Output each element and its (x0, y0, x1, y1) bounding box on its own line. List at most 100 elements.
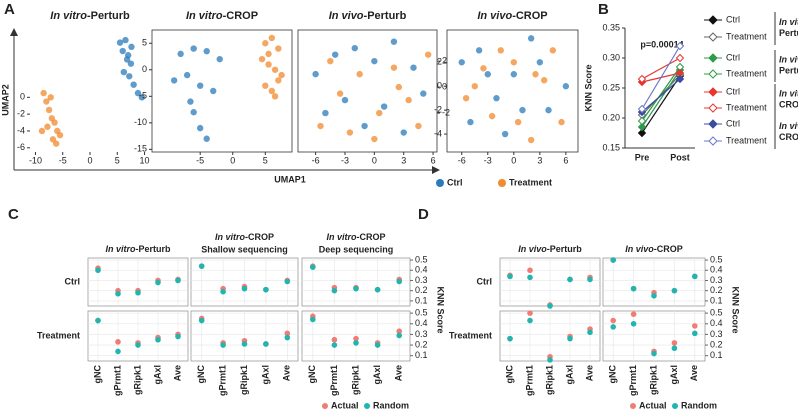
umap-point (52, 140, 60, 147)
y-tick-label: 0.35 (602, 22, 620, 32)
umap-point (262, 82, 269, 89)
umap-point (400, 129, 407, 136)
group-label: In vivo-Perturb (779, 55, 798, 76)
x-tick-label: gRipk1 (132, 365, 142, 395)
umap-point (549, 47, 557, 54)
x-tick-label: gNC (92, 365, 102, 384)
y-tick-label: 0.1 (415, 295, 428, 305)
umap-point (405, 96, 412, 104)
dot (610, 257, 616, 263)
y-axis-label: KNN Score (436, 286, 446, 333)
y-tick-label: 0.5 (710, 254, 723, 264)
dot (135, 289, 141, 296)
legend-marker (708, 32, 718, 42)
y-tick-label: -10 (134, 117, 147, 127)
umap-point (271, 93, 279, 100)
dot (331, 342, 338, 348)
x-tick-label: gPrmt1 (628, 365, 638, 396)
x-tick-label: gAxl (152, 365, 162, 385)
x-tick-label: gRipk1 (544, 365, 554, 395)
umap-point (519, 106, 526, 114)
umap-point (312, 70, 319, 78)
dot (671, 287, 678, 294)
x-tick-label: -5 (196, 155, 204, 165)
group-label: In vitro-CROP (779, 89, 798, 110)
umap-point (395, 83, 403, 91)
umap-point (196, 82, 204, 89)
umap-point (268, 34, 276, 42)
umap-point (545, 106, 552, 114)
marker (637, 128, 647, 138)
umap-point (271, 66, 279, 73)
y-tick-label: -4 (434, 128, 442, 138)
panel-title: In vivo-CROP (477, 10, 547, 22)
y-axis-label: KNN Score (731, 286, 741, 333)
legend-label: Treatment (509, 177, 552, 187)
marker (637, 74, 647, 84)
dot (115, 348, 121, 355)
column-title: In vitro-CROP (326, 232, 385, 242)
umap-point (170, 77, 178, 84)
umap-point (510, 59, 518, 66)
y-tick-label: -6 (17, 142, 25, 152)
y-tick-label: 5 (142, 38, 147, 48)
umap-point (501, 130, 509, 138)
umap-point (527, 136, 535, 144)
umap-point (341, 96, 349, 104)
umap-point (262, 40, 269, 47)
y-tick-label: 0.2 (710, 339, 723, 349)
umap-point (484, 71, 491, 78)
dot (353, 340, 359, 346)
dot (331, 287, 338, 294)
umap-point (532, 71, 539, 78)
dot (567, 335, 573, 342)
x-tick-label: Ave (282, 365, 292, 381)
dot (198, 263, 205, 269)
legend-swatch (364, 403, 370, 409)
x-tick-label: gPrmt1 (329, 365, 339, 396)
x-tick-label: 0 (511, 155, 516, 165)
umap-point (51, 119, 58, 126)
y-tick-label: -15 (134, 144, 147, 154)
y-tick-label: -4 (17, 125, 25, 135)
umap-point (122, 36, 129, 44)
dot (95, 267, 101, 274)
umap-point (322, 109, 329, 117)
dot (263, 286, 269, 293)
x-tick-label: 0 (230, 155, 235, 165)
umap-point (190, 109, 197, 116)
umap-point (44, 123, 51, 130)
legend-label: Ctrl (726, 118, 740, 128)
umap-point (536, 59, 544, 66)
dot (220, 288, 226, 295)
umap-point (120, 68, 128, 76)
umap-point (265, 50, 272, 58)
dot (175, 277, 181, 284)
dot (547, 357, 553, 363)
dot (115, 339, 121, 345)
umap-point (203, 48, 210, 55)
y-tick-label: 0.5 (415, 308, 428, 318)
x-tick-label: gRipk1 (239, 365, 249, 395)
legend-swatch (498, 179, 506, 187)
panel-title: In vitro-Perturb (50, 10, 130, 22)
umap-point (43, 98, 50, 105)
dot (396, 332, 403, 339)
x-tick-label: -6 (312, 155, 320, 165)
y-tick-label: 0.20 (602, 112, 620, 122)
x-tick-label: gPrmt1 (217, 365, 227, 396)
umap-point (38, 127, 46, 135)
umap-point (47, 94, 54, 101)
umap-point (371, 57, 378, 65)
umap-point (458, 59, 465, 66)
row-label: Treatment (37, 330, 80, 340)
dot (630, 311, 637, 317)
plot-frame (151, 29, 293, 153)
y-tick-label: 0.3 (710, 275, 723, 285)
dot (115, 290, 121, 297)
umap-point (203, 135, 210, 142)
legend-label: Ctrl (447, 177, 463, 187)
umap-point (265, 61, 272, 68)
y-tick-label: 0.2 (710, 285, 723, 295)
legend-swatch (672, 403, 678, 409)
